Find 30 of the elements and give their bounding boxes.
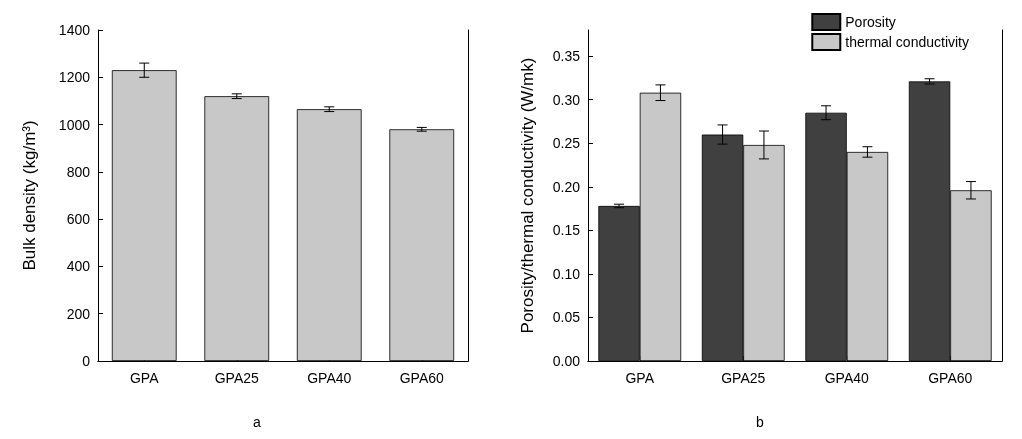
y-tick-label: 1200 bbox=[58, 69, 91, 86]
x-tick-label: GPA bbox=[129, 370, 160, 386]
y-tick-label: 1400 bbox=[58, 22, 91, 38]
y-tick-label: 0.15 bbox=[552, 222, 581, 239]
y-tick-label: 0.35 bbox=[552, 48, 581, 65]
y-tick-label: 200 bbox=[66, 305, 91, 322]
legend-label: thermal conductivity bbox=[845, 34, 969, 50]
y-tick-label: 0.05 bbox=[552, 309, 581, 326]
y-tick-label: 400 bbox=[66, 258, 91, 275]
text: a bbox=[253, 414, 261, 430]
text: b bbox=[756, 414, 764, 430]
y-tick-label: 1000 bbox=[58, 116, 91, 133]
x-tick-label: GPA60 bbox=[928, 370, 973, 386]
x-tick-label: GPA25 bbox=[721, 370, 766, 386]
x-tick-label: GPA40 bbox=[307, 370, 352, 386]
y-tick-label: 0.30 bbox=[552, 91, 581, 108]
y-tick-label: 0.20 bbox=[552, 178, 581, 195]
x-tick-label: GPA25 bbox=[214, 370, 260, 386]
x-tick-label: GPA60 bbox=[399, 370, 445, 386]
y-axis-title: Bulk density (kg/m³) bbox=[20, 120, 39, 271]
y-tick-label: 0.00 bbox=[552, 353, 581, 369]
legend-label: Porosity bbox=[845, 14, 896, 30]
y-tick-label: 0.10 bbox=[552, 265, 581, 282]
x-tick-label: GPA bbox=[625, 370, 655, 386]
x-tick-label: GPA40 bbox=[824, 370, 870, 386]
y-tick-label: 0.25 bbox=[552, 135, 581, 152]
y-tick-label: 800 bbox=[66, 163, 91, 180]
y-tick-label: 0 bbox=[82, 353, 91, 369]
y-tick-label: 600 bbox=[66, 211, 91, 228]
y-axis-title: Porosity/thermal conductivity (W/mk) bbox=[518, 57, 537, 334]
